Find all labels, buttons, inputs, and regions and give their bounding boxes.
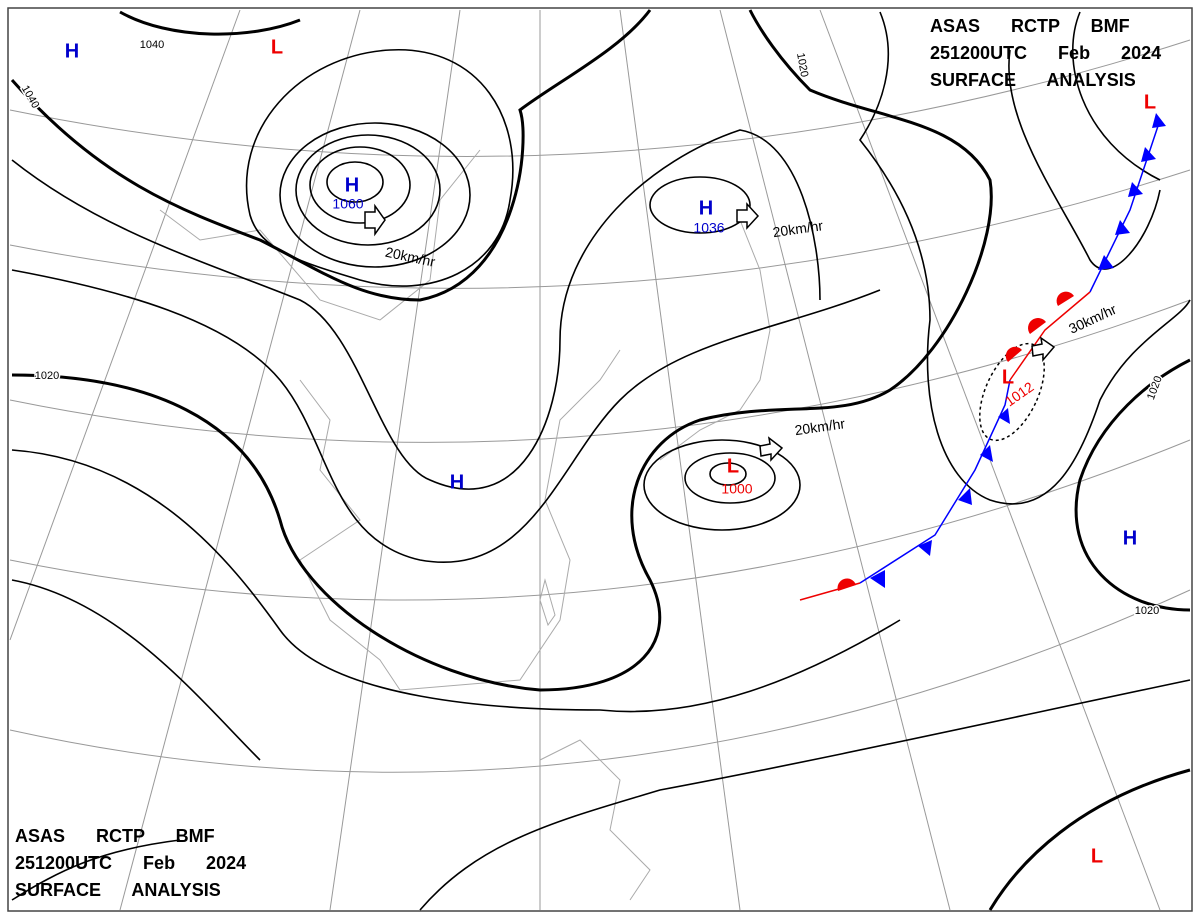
footer-line: SURFACE ANALYSIS [15, 880, 221, 900]
pressure-center: L [271, 36, 283, 58]
isobar-label: 1020 [35, 370, 59, 382]
isobar-label: 1040 [140, 39, 164, 51]
pressure-center: H [345, 174, 359, 196]
pressure-center: L [1002, 366, 1014, 388]
central-pressure: 1000 [721, 481, 752, 497]
footer-line: 251200UTC Feb 2024 [15, 853, 246, 873]
pressure-center: H [1123, 527, 1137, 549]
pressure-center: L [1091, 845, 1103, 867]
header-line: SURFACE ANALYSIS [930, 70, 1136, 90]
motion-arrows [364, 202, 1056, 462]
pressure-center: H [450, 471, 464, 493]
central-pressure: 1036 [693, 220, 724, 236]
map-frame [7, 7, 1193, 912]
footer-line: ASAS RCTP BMF [15, 826, 215, 846]
isobar-label: 1020 [794, 52, 810, 78]
pressure-center: L [1144, 91, 1156, 113]
motion-label: 20km/hr [794, 415, 847, 438]
motion-label: 20km/hr [772, 217, 825, 240]
pressure-center: L [727, 455, 739, 477]
pressure-center: H [65, 40, 79, 62]
isobar-label: 1020 [1135, 605, 1159, 617]
isobars [10, 9, 1191, 911]
coastlines [159, 149, 771, 901]
header-line: ASAS RCTP BMF [930, 16, 1130, 36]
fronts [799, 113, 1166, 601]
central-pressure: 1060 [332, 196, 363, 212]
pressure-center: H [699, 197, 713, 219]
header-line: 251200UTC Feb 2024 [930, 43, 1161, 63]
